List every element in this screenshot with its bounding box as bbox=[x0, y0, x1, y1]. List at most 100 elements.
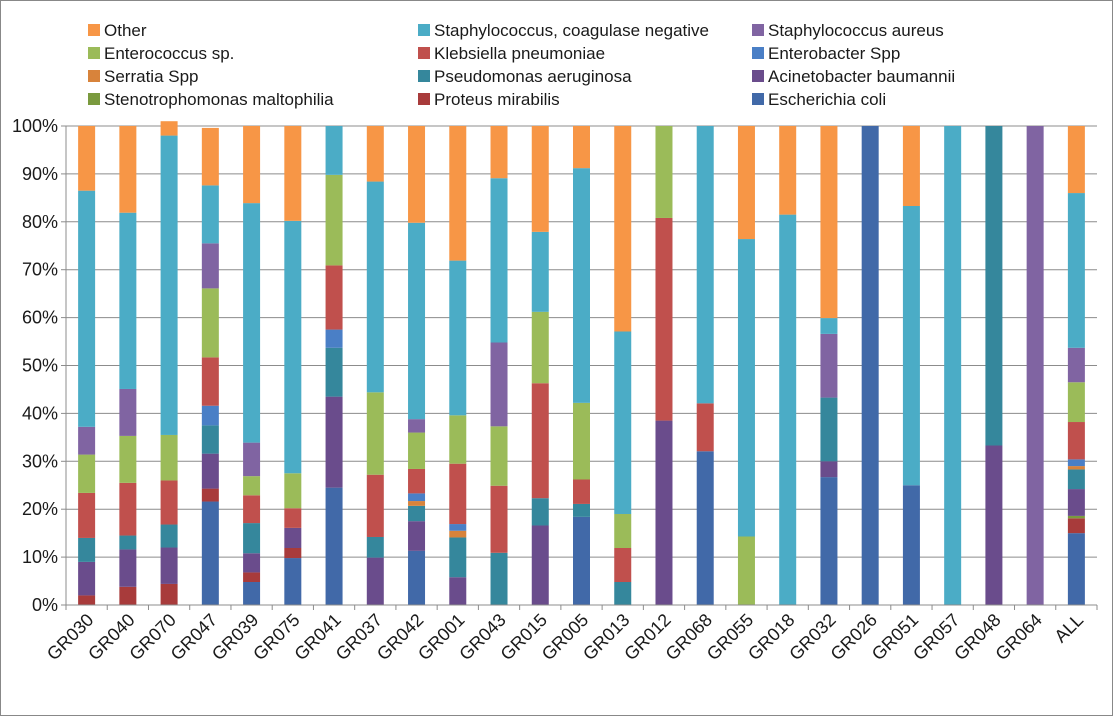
legend-label: Serratia Spp bbox=[104, 67, 199, 86]
bar-segment bbox=[243, 203, 261, 443]
bar-segment bbox=[366, 474, 384, 537]
bar-segment bbox=[408, 501, 426, 506]
bar-segment bbox=[490, 178, 508, 343]
bar-segment bbox=[490, 342, 508, 427]
x-tick-label: ALL bbox=[1050, 610, 1087, 647]
bar-segment bbox=[820, 477, 838, 605]
bar-segment bbox=[78, 561, 96, 596]
bar-segment bbox=[820, 461, 838, 478]
bar-segment bbox=[366, 557, 384, 605]
bar-segment bbox=[614, 547, 632, 583]
bar-segment bbox=[655, 217, 673, 421]
legend-label: Stenotrophomonas maltophilia bbox=[104, 90, 334, 109]
y-tick-label: 60% bbox=[22, 308, 58, 328]
legend-label: Staphylococcus, coagulase negative bbox=[434, 21, 709, 40]
bar-segment bbox=[449, 577, 467, 605]
bar-segment bbox=[1067, 469, 1085, 490]
bar-segment bbox=[1067, 382, 1085, 423]
bar-segment bbox=[573, 479, 590, 504]
bar-segment bbox=[243, 126, 261, 204]
bar-segment bbox=[531, 231, 549, 312]
bar-segment bbox=[119, 586, 137, 605]
bar-segment bbox=[902, 485, 920, 605]
bar-segment bbox=[531, 126, 549, 232]
y-tick-label: 80% bbox=[22, 212, 58, 232]
legend-swatch bbox=[88, 93, 100, 105]
bar-segment bbox=[696, 451, 714, 605]
bar-segment bbox=[1067, 459, 1085, 467]
bar-segment bbox=[614, 582, 632, 605]
bar-segment bbox=[573, 126, 590, 169]
x-tick-label: GR064 bbox=[991, 610, 1045, 664]
bar-segment bbox=[696, 126, 714, 404]
bar-segment bbox=[861, 126, 879, 605]
bar-segment bbox=[325, 396, 343, 488]
legend-swatch bbox=[88, 24, 100, 36]
bars bbox=[78, 121, 1085, 606]
bar-segment bbox=[985, 445, 1003, 605]
bar-segment bbox=[201, 488, 219, 502]
legend-label: Staphylococcus aureus bbox=[768, 21, 944, 40]
bar-segment bbox=[408, 222, 426, 420]
bar-segment bbox=[614, 331, 632, 514]
bar-segment bbox=[160, 480, 178, 525]
legend-swatch bbox=[752, 24, 764, 36]
legend-swatch bbox=[752, 93, 764, 105]
bar-segment bbox=[779, 214, 797, 606]
bar-segment bbox=[243, 582, 261, 605]
bar-segment bbox=[490, 552, 508, 605]
bar-segment bbox=[160, 121, 178, 136]
bar-segment bbox=[902, 126, 920, 206]
bar-segment bbox=[449, 463, 467, 525]
bar-segment bbox=[284, 220, 302, 474]
bar-segment bbox=[78, 492, 96, 538]
bar-segment bbox=[160, 135, 178, 435]
bar-segment bbox=[201, 185, 219, 244]
bar-segment bbox=[201, 501, 219, 605]
bar-segment bbox=[1067, 193, 1085, 348]
bar-segment bbox=[119, 482, 137, 536]
bar-segment bbox=[325, 329, 343, 348]
y-tick-label: 100% bbox=[12, 116, 58, 136]
bar-segment bbox=[325, 126, 343, 175]
legend-swatch bbox=[418, 93, 430, 105]
bar-segment bbox=[779, 126, 797, 215]
legend-swatch bbox=[752, 70, 764, 82]
legend-swatch bbox=[418, 47, 430, 59]
bar-segment bbox=[284, 473, 302, 509]
y-axis: 0% 10% 20% 30% 40% 50% 60% 70% 80% 90% 100% bbox=[12, 116, 67, 615]
bar-segment bbox=[820, 318, 838, 334]
bar-segment bbox=[408, 505, 426, 522]
bar-segment bbox=[284, 558, 302, 605]
bar-segment bbox=[160, 524, 178, 548]
legend-swatch bbox=[418, 70, 430, 82]
y-tick-label: 90% bbox=[22, 164, 58, 184]
bar-segment bbox=[119, 535, 137, 550]
bar-segment bbox=[201, 453, 219, 489]
bar-segment bbox=[284, 508, 302, 528]
legend-label: Enterococcus sp. bbox=[104, 44, 234, 63]
bar-segment bbox=[160, 547, 178, 584]
bar-segment bbox=[449, 415, 467, 464]
bar-segment bbox=[449, 126, 467, 261]
legend-swatch bbox=[418, 24, 430, 36]
bar-segment bbox=[737, 126, 755, 240]
bar-segment bbox=[1067, 422, 1085, 460]
bar-segment bbox=[366, 536, 384, 558]
bar-segment bbox=[408, 432, 426, 469]
bar-segment bbox=[78, 537, 96, 562]
bar-segment bbox=[737, 239, 755, 537]
bar-segment bbox=[78, 595, 96, 605]
bar-segment bbox=[573, 168, 590, 403]
bar-segment bbox=[201, 288, 219, 358]
legend-swatch bbox=[88, 70, 100, 82]
bar-segment bbox=[531, 498, 549, 526]
bar-segment bbox=[408, 550, 426, 605]
bar-segment bbox=[655, 126, 673, 218]
y-tick-label: 30% bbox=[22, 451, 58, 471]
bar-segment bbox=[243, 523, 261, 554]
bar-segment bbox=[366, 392, 384, 475]
bar-segment bbox=[737, 536, 755, 605]
bar-segment bbox=[408, 468, 426, 494]
bar-segment bbox=[201, 243, 219, 289]
